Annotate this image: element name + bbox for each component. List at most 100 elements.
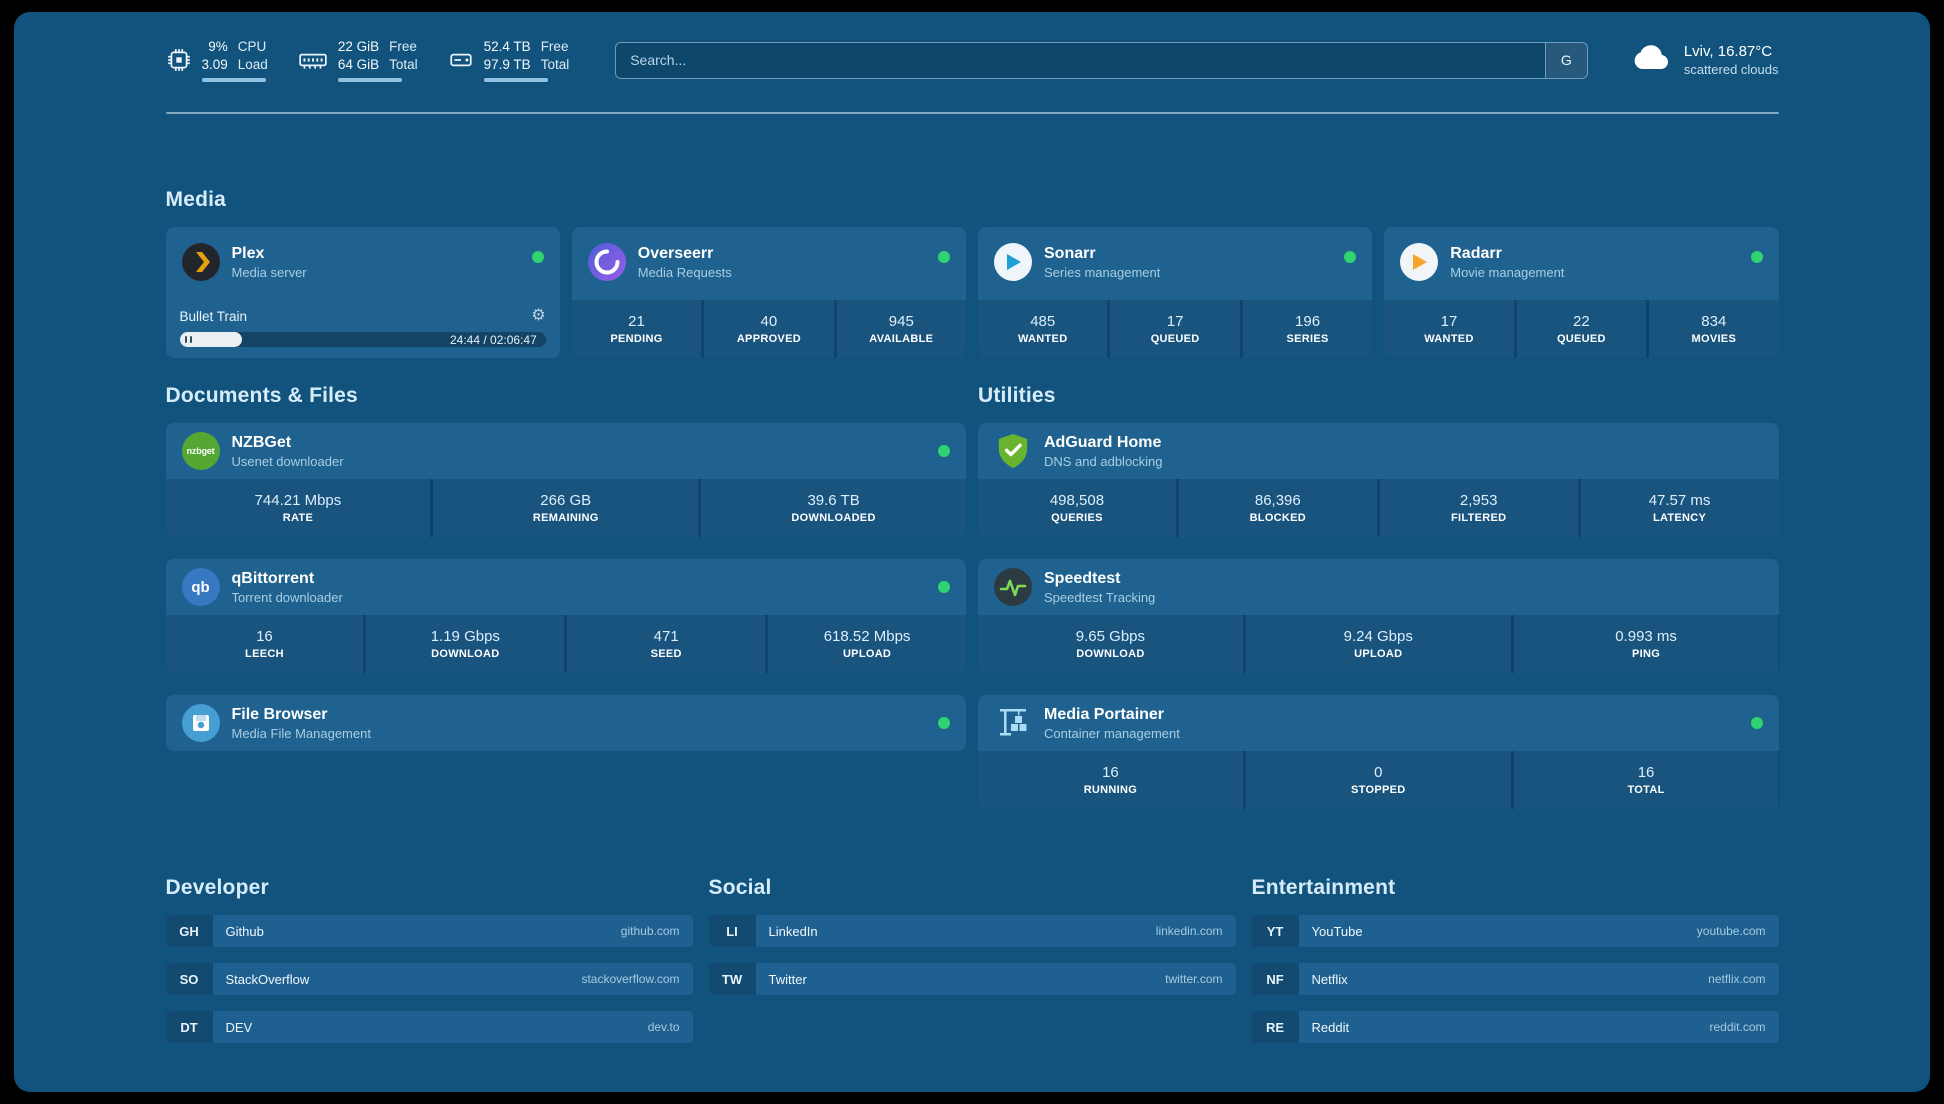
- service-card-radarr[interactable]: Radarr Movie management 17 WANTED 22 QUEUE…: [1384, 227, 1779, 358]
- bookmark-abbr: LI: [708, 915, 756, 947]
- service-card-adguard[interactable]: AdGuard Home DNS and adblocking 498,508 Q…: [978, 423, 1779, 537]
- service-name: Plex: [231, 244, 265, 262]
- bookmark-github[interactable]: GH Github github.com: [165, 915, 693, 947]
- search-provider-button[interactable]: G: [1544, 42, 1587, 78]
- bookmark-youtube[interactable]: YT YouTube youtube.com: [1251, 915, 1779, 947]
- search-input[interactable]: [616, 42, 1545, 78]
- portainer-icon: [994, 704, 1032, 742]
- developer-bookmarks: Developer GH Github github.com SO StackO…: [165, 876, 693, 1059]
- cpu-load-value: 3.09: [201, 56, 228, 72]
- bookmark-abbr: SO: [165, 963, 213, 995]
- qbittorrent-icon: qb: [181, 568, 220, 606]
- resource-widgets: 9% 3.09 CPU Load: [166, 38, 569, 83]
- weather-location-temp: Lviv, 16.87°C: [1683, 43, 1773, 60]
- service-card-plex[interactable]: Plex Media server Bullet Train ⚙ 24:44: [165, 227, 560, 358]
- bookmark-url: reddit.com: [1709, 1020, 1766, 1034]
- ram-icon: [298, 47, 328, 73]
- service-card-qbittorrent[interactable]: qb qBittorrent Torrent downloader 16 LEEC…: [165, 559, 966, 673]
- service-subtitle: Torrent downloader: [231, 590, 343, 606]
- radarr-icon: [1400, 243, 1439, 281]
- bookmark-url: dev.to: [647, 1020, 680, 1034]
- now-playing-title: Bullet Train: [179, 308, 248, 324]
- stat-remaining: 266 GB REMAINING: [433, 479, 699, 537]
- bookmark-abbr: DT: [165, 1011, 213, 1043]
- utilities-column: Utilities AdGuard Home DNS and adblockin…: [978, 384, 1779, 809]
- stat-approved: 40 APPROVED: [704, 300, 834, 358]
- plex-progress-bar[interactable]: 24:44 / 02:06:47: [179, 332, 546, 347]
- bookmark-linkedin[interactable]: LI LinkedIn linkedin.com: [708, 915, 1236, 947]
- bookmark-url: linkedin.com: [1155, 924, 1223, 938]
- pause-icon[interactable]: [184, 336, 192, 343]
- bookmark-abbr: RE: [1251, 1011, 1299, 1043]
- service-subtitle: Media File Management: [231, 726, 371, 742]
- bookmark-url: github.com: [620, 924, 680, 938]
- service-subtitle: DNS and adblocking: [1044, 454, 1163, 470]
- section-title-developer: Developer: [165, 876, 269, 899]
- stat-latency: 47.57 ms LATENCY: [1580, 479, 1779, 537]
- service-stats: 21 PENDING 40 APPROVED 945 AVAILABLE: [571, 300, 966, 358]
- service-stats: 9.65 Gbps DOWNLOAD 9.24 Gbps UPLOAD 0.993 …: [978, 615, 1779, 673]
- bookmark-abbr: YT: [1251, 915, 1299, 947]
- stat-download: 1.19 Gbps DOWNLOAD: [366, 615, 565, 673]
- service-card-nzbget[interactable]: nzbget NZBGet Usenet downloader 744.21 M…: [165, 423, 966, 537]
- service-name: Media Portainer: [1044, 705, 1165, 723]
- bookmark-netflix[interactable]: NF Netflix netflix.com: [1251, 963, 1779, 995]
- status-dot: [938, 251, 950, 263]
- bookmark-abbr: GH: [165, 915, 213, 947]
- service-stats: 485 WANTED 17 QUEUED 196 SERIES: [978, 300, 1373, 358]
- service-subtitle: Movie management: [1450, 265, 1565, 281]
- adguard-icon: [994, 432, 1032, 470]
- service-card-filebrowser[interactable]: File Browser Media File Management: [165, 695, 966, 751]
- service-stats: 16 LEECH 1.19 Gbps DOWNLOAD 471 SEED 618.52…: [165, 615, 966, 673]
- service-name: File Browser: [231, 705, 328, 723]
- stat-wanted: 485 WANTED: [978, 300, 1108, 358]
- stat-download: 9.65 Gbps DOWNLOAD: [978, 615, 1243, 673]
- plex-now-playing: Bullet Train ⚙ 24:44 / 02:06:47: [166, 308, 560, 358]
- ram-total-value: 64 GiB: [337, 56, 380, 72]
- service-card-sonarr[interactable]: Sonarr Series management 485 WANTED 17 QUE…: [978, 227, 1373, 358]
- disk-free-value: 52.4 TB: [483, 38, 531, 54]
- service-card-speedtest[interactable]: Speedtest Speedtest Tracking 9.65 Gbps DO…: [978, 559, 1779, 673]
- ram-total-label: Total: [389, 56, 418, 72]
- stat-running: 16 RUNNING: [978, 751, 1243, 809]
- disk-widget: 52.4 TB 97.9 TB Free Total: [448, 38, 569, 83]
- weather-widget: Lviv, 16.87°C scattered clouds: [1630, 43, 1779, 78]
- cloud-icon: [1630, 43, 1672, 78]
- bookmark-abbr: NF: [1251, 963, 1299, 995]
- service-subtitle: Series management: [1044, 265, 1161, 281]
- status-dot: [1750, 717, 1763, 729]
- bookmark-name: LinkedIn: [768, 923, 818, 939]
- status-dot: [938, 581, 950, 593]
- service-stats: 16 RUNNING 0 STOPPED 16 TOTAL: [978, 751, 1779, 809]
- stat-available: 945 AVAILABLE: [836, 300, 966, 358]
- disk-meter-bar: [483, 78, 548, 83]
- service-card-overseerr[interactable]: Overseerr Media Requests 21 PENDING 40 APP…: [571, 227, 966, 358]
- stat-series: 196 SERIES: [1242, 300, 1373, 358]
- section-title-social: Social: [708, 876, 772, 899]
- bookmark-name: Twitter: [768, 971, 807, 987]
- bookmark-stackoverflow[interactable]: SO StackOverflow stackoverflow.com: [165, 963, 693, 995]
- service-card-portainer[interactable]: Media Portainer Container management 16 R…: [978, 695, 1779, 809]
- stat-movies: 834 MOVIES: [1649, 300, 1779, 358]
- bookmark-url: twitter.com: [1165, 972, 1223, 986]
- search-bar[interactable]: G: [615, 41, 1588, 79]
- weather-condition: scattered clouds: [1683, 62, 1779, 77]
- service-subtitle: Container management: [1044, 726, 1180, 742]
- cpu-usage-value: 9%: [208, 38, 228, 54]
- bookmark-name: Github: [225, 923, 264, 939]
- disk-free-label: Free: [540, 38, 569, 54]
- plex-progress-fill: [179, 332, 242, 347]
- stat-upload: 618.52 Mbps UPLOAD: [768, 615, 966, 673]
- overseerr-icon: [587, 243, 626, 281]
- bookmark-dev[interactable]: DT DEV dev.to: [165, 1011, 693, 1043]
- stat-pending: 21 PENDING: [571, 300, 702, 358]
- bookmark-abbr: TW: [708, 963, 756, 995]
- status-dot: [531, 251, 544, 263]
- bookmark-twitter[interactable]: TW Twitter twitter.com: [708, 963, 1236, 995]
- plex-playback-time: 24:44 / 02:06:47: [450, 332, 537, 347]
- cpu-meter-bar: [201, 78, 266, 83]
- entertainment-bookmarks: Entertainment YT YouTube youtube.com NF …: [1251, 876, 1779, 1059]
- bookmark-reddit[interactable]: RE Reddit reddit.com: [1251, 1011, 1779, 1043]
- service-name: AdGuard Home: [1044, 433, 1162, 451]
- gear-icon[interactable]: ⚙: [531, 307, 546, 324]
